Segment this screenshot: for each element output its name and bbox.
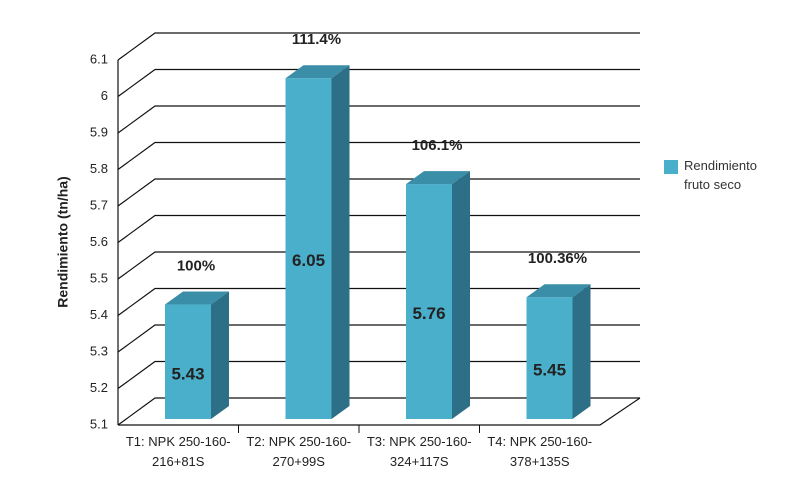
bar bbox=[406, 171, 470, 419]
grid-line bbox=[117, 32, 640, 61]
legend-swatch bbox=[664, 160, 678, 174]
grid-line bbox=[117, 324, 640, 353]
y-tick-label: 5.4 bbox=[90, 307, 108, 322]
grid-line bbox=[117, 214, 640, 243]
annotation: 100% bbox=[177, 258, 215, 275]
y-tick-label: 5.8 bbox=[90, 161, 108, 176]
data-label: 5.45 bbox=[533, 361, 566, 380]
x-tick-label: T1: NPK 250-160-216+81S bbox=[125, 434, 231, 469]
grid-line bbox=[117, 178, 640, 207]
grid-line bbox=[117, 397, 640, 426]
y-tick-label: 5.6 bbox=[90, 234, 108, 249]
annotation: 106.1% bbox=[412, 137, 463, 154]
grid-line bbox=[117, 360, 640, 389]
y-tick-label: 5.3 bbox=[90, 343, 108, 358]
y-tick-label: 5.9 bbox=[90, 124, 108, 139]
x-tick-label: T4: NPK 250-160-378+135S bbox=[487, 434, 593, 469]
annotation: 111.4% bbox=[292, 31, 341, 48]
y-tick-label: 6 bbox=[101, 88, 108, 103]
grid-line bbox=[117, 287, 640, 316]
bar bbox=[526, 284, 591, 419]
legend-label: Rendimiento fruto seco bbox=[684, 158, 757, 192]
data-label: 5.76 bbox=[412, 304, 445, 323]
grid-line bbox=[117, 251, 640, 280]
y-axis-label: Rendimiento (tn/ha) bbox=[55, 176, 71, 307]
y-tick-label: 5.1 bbox=[90, 416, 108, 431]
y-tick-label: 5.2 bbox=[90, 380, 108, 395]
y-tick-label: 5.5 bbox=[90, 270, 108, 285]
grid-line bbox=[117, 68, 640, 97]
data-label: 6.05 bbox=[292, 251, 325, 270]
x-tick-label: T2: NPK 250-160-270+99S bbox=[246, 434, 352, 469]
bar bbox=[165, 291, 229, 419]
grid-line bbox=[117, 105, 640, 134]
floor bbox=[118, 397, 641, 426]
y-tick-label: 5.7 bbox=[90, 197, 108, 212]
annotation: 100.36% bbox=[528, 250, 587, 267]
grid-line bbox=[117, 141, 640, 170]
data-label: 5.43 bbox=[171, 364, 204, 383]
x-tick-label: T3: NPK 250-160-324+117S bbox=[366, 434, 472, 469]
bar bbox=[285, 65, 350, 419]
y-tick-label: 6.1 bbox=[90, 51, 108, 66]
